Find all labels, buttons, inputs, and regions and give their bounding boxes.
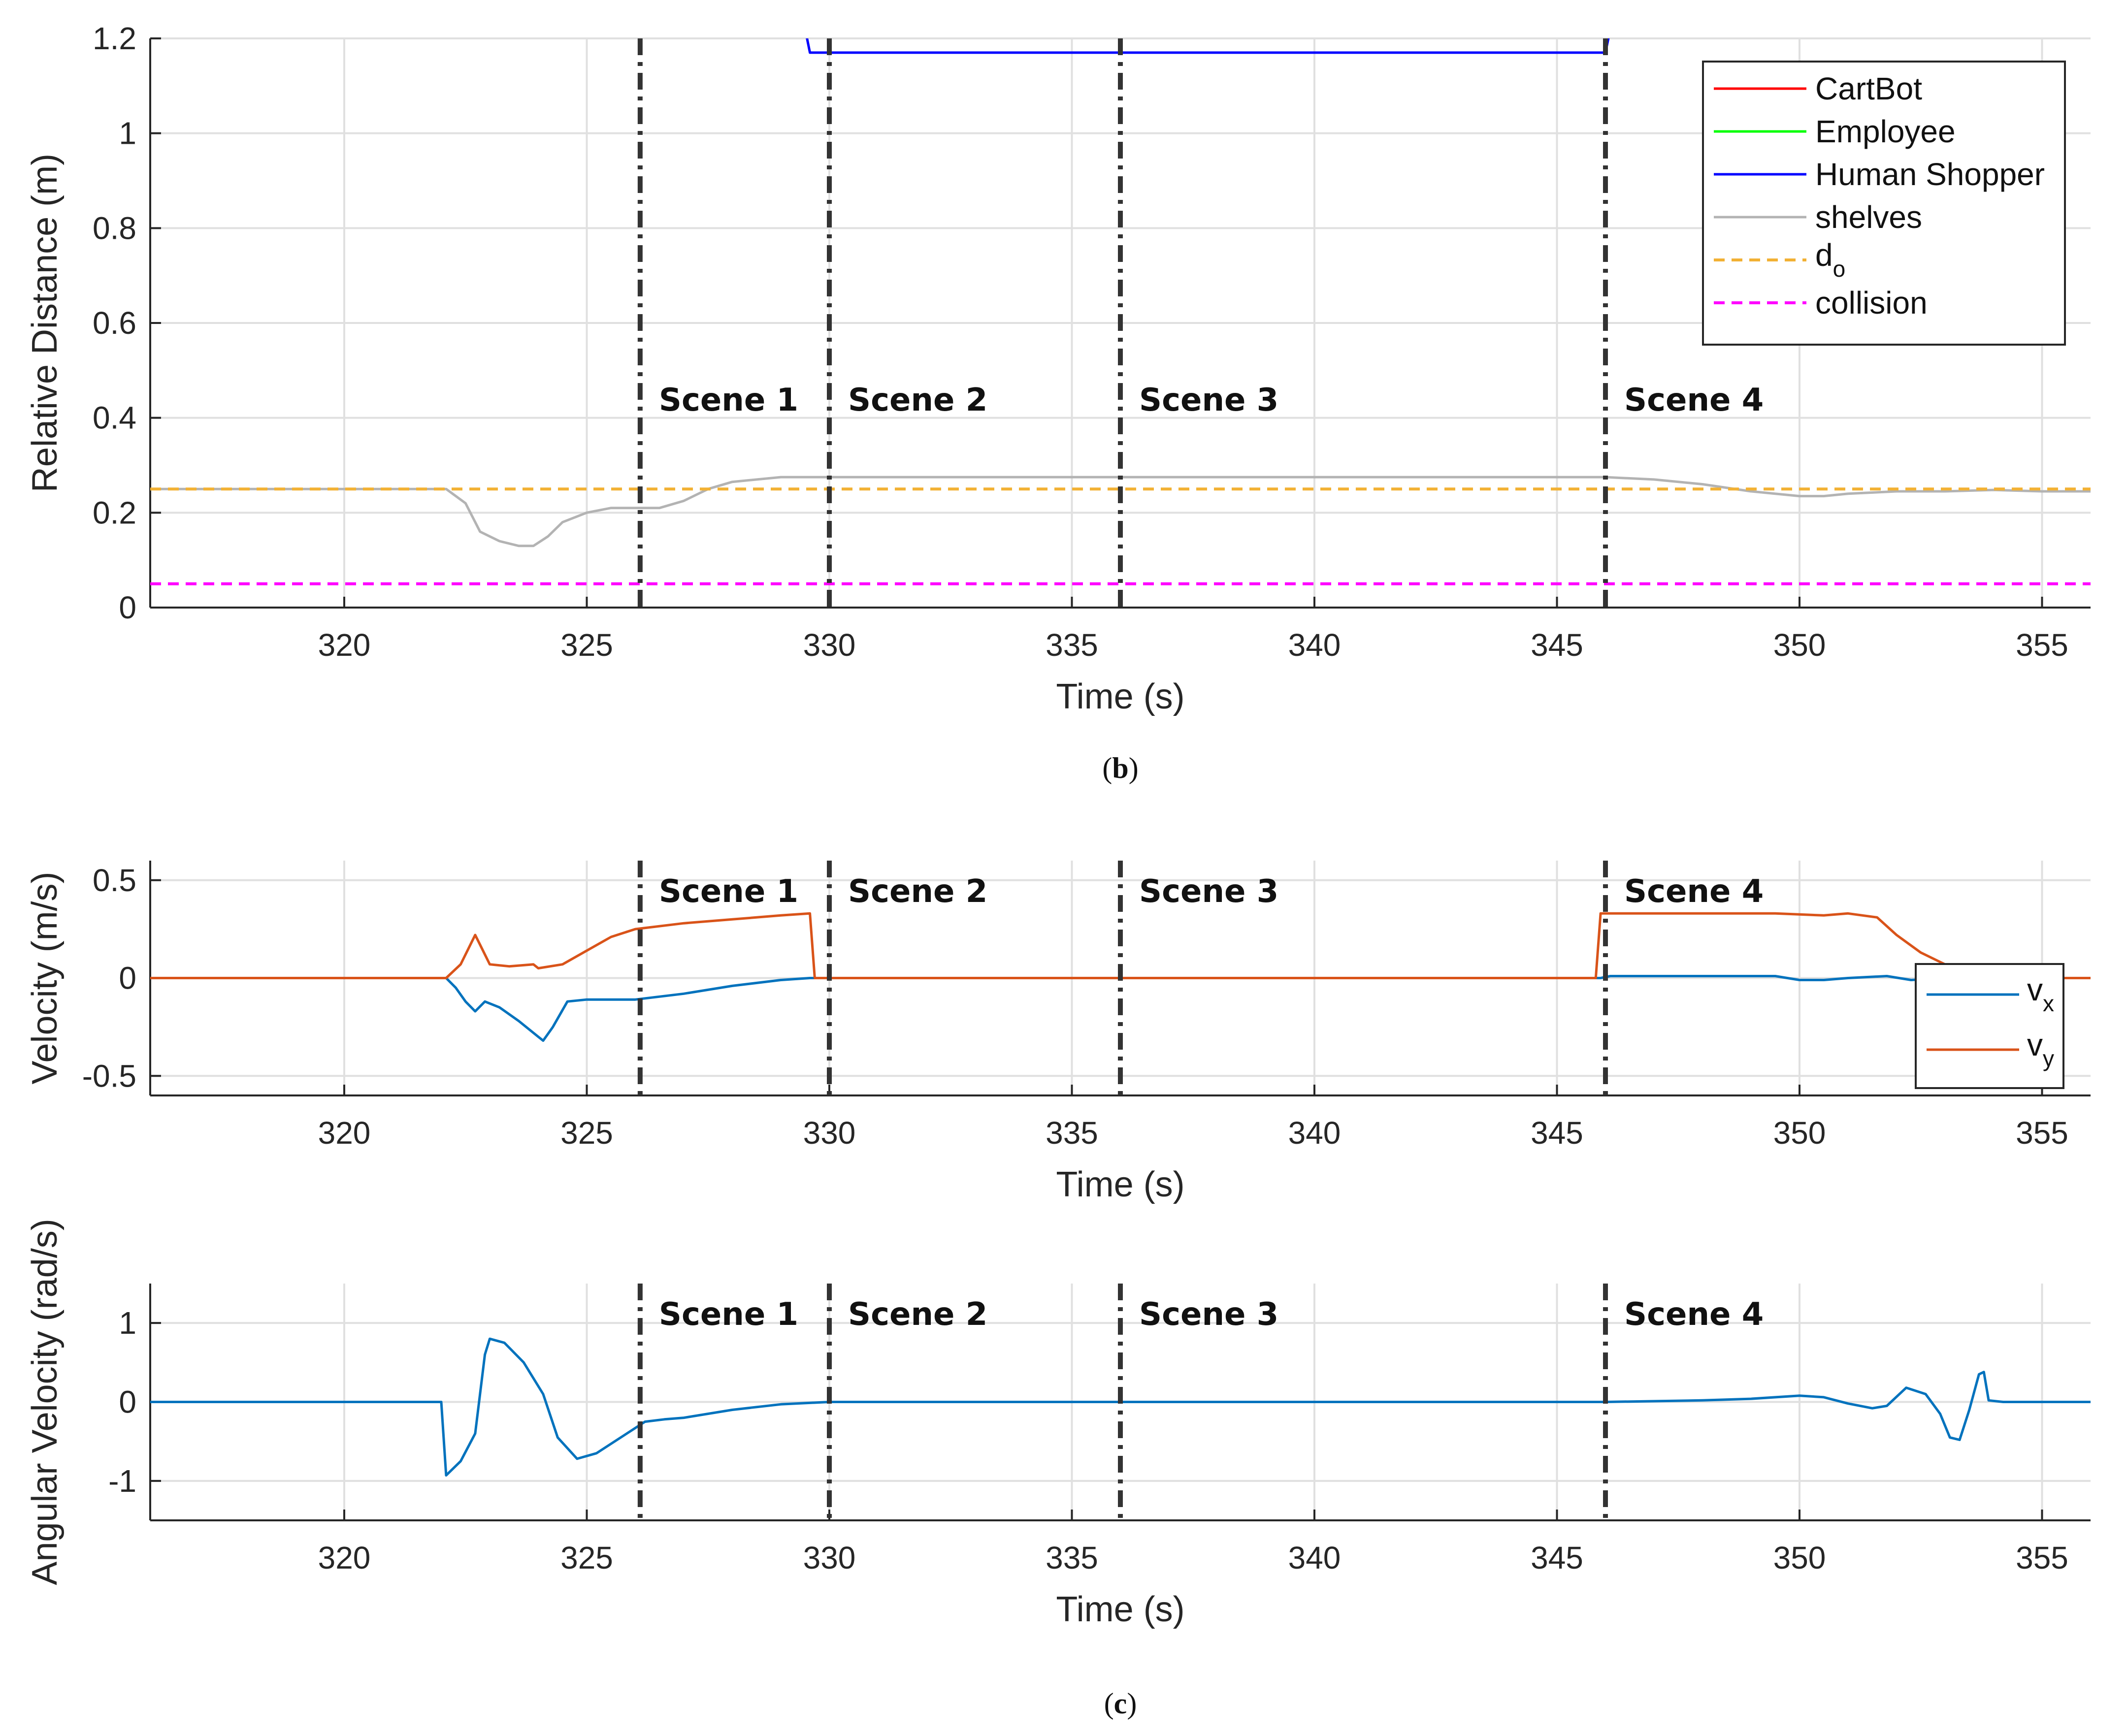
caption-paren: ( bbox=[1102, 752, 1112, 784]
y-tick-label: 0 bbox=[119, 1384, 136, 1420]
scene-label: Scene 1 bbox=[659, 382, 798, 418]
panel-c-bottom: 320 325 330 335 340 345 350 355 -1 0 1 Time (s) Angu… bbox=[25, 1219, 2091, 1720]
y-tick-label: 1.2 bbox=[93, 21, 136, 56]
x-tick-label: 335 bbox=[1046, 627, 1098, 663]
legend-entry-label: Human Shopper bbox=[1815, 157, 2045, 192]
y-axis-label: Relative Distance (m) bbox=[25, 154, 65, 492]
scene-label: Scene 1 bbox=[659, 1296, 798, 1333]
x-tick-label: 320 bbox=[318, 1115, 371, 1151]
panel-caption: (c) bbox=[1104, 1687, 1137, 1720]
x-tick-label: 350 bbox=[1773, 1540, 1826, 1575]
series-group bbox=[150, 912, 2091, 1042]
y-tick-label: 1 bbox=[119, 1305, 136, 1341]
series-line-v-x bbox=[150, 975, 2091, 1042]
scene-label: Scene 4 bbox=[1624, 873, 1764, 910]
x-tick-label: 345 bbox=[1531, 1540, 1583, 1575]
legend-entry-label: do bbox=[1815, 237, 1845, 282]
x-tick-label: 320 bbox=[318, 1540, 371, 1575]
caption-paren: ) bbox=[1127, 1687, 1137, 1720]
y-tick-label: 0.6 bbox=[93, 305, 136, 341]
x-tick-label: 340 bbox=[1288, 1540, 1341, 1575]
x-tick-label: 340 bbox=[1288, 627, 1341, 663]
x-tick-label: 355 bbox=[2016, 1540, 2068, 1575]
x-tick-label: 355 bbox=[2016, 627, 2068, 663]
series-line-shelves bbox=[150, 476, 2091, 547]
legend-entry-main: d bbox=[1815, 237, 1833, 273]
legend-entry-subscript: o bbox=[1833, 256, 1846, 282]
legend-entry-label: CartBot bbox=[1815, 71, 1922, 106]
legend-entry-subscript: x bbox=[2043, 991, 2054, 1016]
y-tick-label: 0.2 bbox=[93, 495, 136, 530]
y-tick-label: 1 bbox=[119, 116, 136, 151]
y-tick-label: 0 bbox=[119, 961, 136, 996]
y-axis-label: Velocity (m/s) bbox=[25, 871, 65, 1084]
x-tick-label: 325 bbox=[560, 627, 613, 663]
x-tick-label: 335 bbox=[1046, 1540, 1098, 1575]
legend-entry-main: v bbox=[2027, 972, 2043, 1007]
legend-entry-label: shelves bbox=[1815, 199, 1922, 235]
x-axis-label: Time (s) bbox=[1056, 1165, 1184, 1204]
panel-c-top: 320 325 330 335 340 345 350 355 -0.5 0 0.5 Time (s)… bbox=[25, 861, 2091, 1204]
x-tick-label: 330 bbox=[803, 627, 856, 663]
y-tick-label: -0.5 bbox=[82, 1058, 136, 1093]
x-tick-label: 355 bbox=[2016, 1115, 2068, 1151]
legend-entry-label: vx bbox=[2027, 972, 2054, 1016]
legend-entry-label: vy bbox=[2027, 1027, 2054, 1071]
x-tick-label: 350 bbox=[1773, 627, 1826, 663]
x-tick-label: 320 bbox=[318, 627, 371, 663]
x-tick-label: 325 bbox=[560, 1540, 613, 1575]
caption-letter: b bbox=[1112, 752, 1128, 784]
series-line-human-shopper bbox=[806, 38, 1610, 54]
panel-caption: (b) bbox=[1102, 752, 1138, 784]
legend-box bbox=[1702, 61, 2066, 346]
scene-label: Scene 3 bbox=[1139, 382, 1278, 418]
caption-paren: ) bbox=[1129, 752, 1139, 784]
x-tick-label: 325 bbox=[560, 1115, 613, 1151]
x-tick-label: 330 bbox=[803, 1540, 856, 1575]
caption-letter: c bbox=[1114, 1687, 1127, 1720]
scene-label: Scene 3 bbox=[1139, 873, 1278, 910]
y-axis-label: Angular Velocity (rad/s) bbox=[25, 1219, 65, 1585]
panel-b: 320 325 330 335 340 345 350 355 0 0.2 0.4 0.6 0.8 1 1.… bbox=[25, 21, 2091, 784]
scene-label: Scene 4 bbox=[1624, 1296, 1764, 1333]
y-tick-label: -1 bbox=[108, 1463, 136, 1499]
legend-entry-subscript: y bbox=[2043, 1046, 2054, 1071]
x-tick-label: 350 bbox=[1773, 1115, 1826, 1151]
scene-label: Scene 3 bbox=[1139, 1296, 1278, 1333]
y-tick-label: 0.8 bbox=[93, 210, 136, 246]
legend-entry-label: collision bbox=[1815, 285, 1928, 321]
y-tick-label: 0.4 bbox=[93, 400, 136, 436]
scene-label: Scene 2 bbox=[848, 873, 987, 910]
y-tick-label: 0.5 bbox=[93, 863, 136, 898]
x-tick-label: 345 bbox=[1531, 627, 1583, 663]
x-tick-label: 335 bbox=[1046, 1115, 1098, 1151]
scene-label: Scene 4 bbox=[1624, 382, 1764, 418]
scene-label: Scene 2 bbox=[848, 1296, 987, 1333]
x-tick-label: 345 bbox=[1531, 1115, 1583, 1151]
series-line-angular-velocity bbox=[150, 1337, 2091, 1477]
scene-label: Scene 2 bbox=[848, 382, 987, 418]
x-tick-label: 340 bbox=[1288, 1115, 1341, 1151]
scene-label: Scene 1 bbox=[659, 873, 798, 910]
series-group bbox=[150, 1337, 2091, 1477]
legend-entry-label: Employee bbox=[1815, 114, 1956, 149]
x-axis-label: Time (s) bbox=[1056, 677, 1184, 716]
series-line-v-y bbox=[150, 912, 2091, 979]
legend-box bbox=[1915, 963, 2064, 1089]
y-tick-label: 0 bbox=[119, 590, 136, 625]
x-axis-label: Time (s) bbox=[1056, 1590, 1184, 1629]
caption-paren: ( bbox=[1104, 1687, 1114, 1720]
x-tick-label: 330 bbox=[803, 1115, 856, 1151]
legend-entry-main: v bbox=[2027, 1027, 2043, 1062]
